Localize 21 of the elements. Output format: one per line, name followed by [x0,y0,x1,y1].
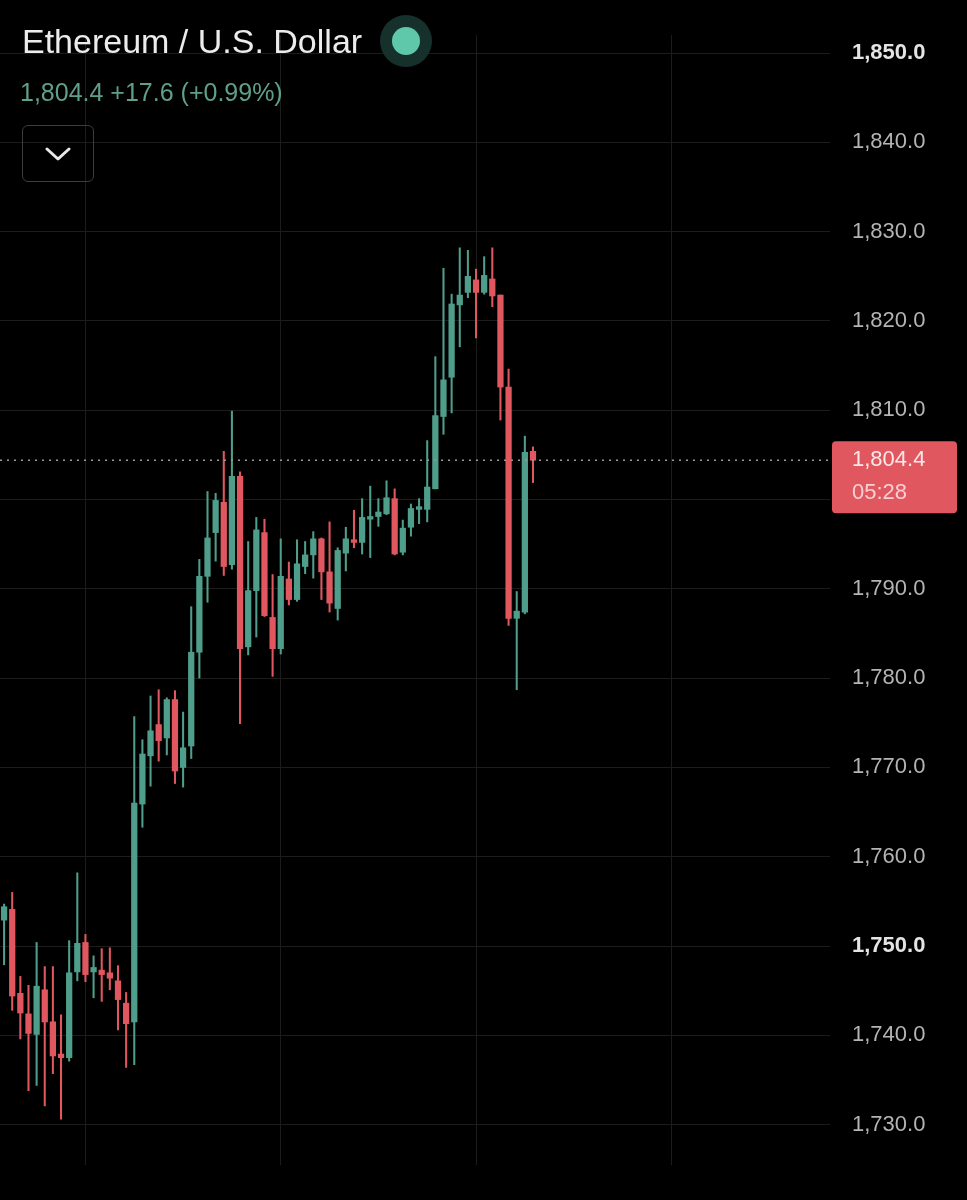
y-tick-label: 1,820.0 [852,307,926,333]
y-tick-label: 1,770.0 [852,753,926,779]
y-tick-label: 1,750.0 [852,932,926,958]
candlestick [204,491,211,603]
y-tick-label: 1,740.0 [852,1021,926,1047]
candlestick [440,267,447,435]
y-tick-label: 1,830.0 [852,217,926,243]
y-tick-label: 1,790.0 [852,574,926,600]
y-tick-label: 1,760.0 [852,842,926,868]
candlestick [25,984,32,1092]
y-tick-label: 1,840.0 [852,128,926,154]
candlestick [367,485,374,558]
y-tick-label: 1,730.0 [852,1110,926,1136]
text: 05:28 [852,479,908,505]
ref-line-label: 1,804.4 [852,446,926,472]
y-tick-label: 1,810.0 [852,396,926,422]
chart-title: Ethereum / U.S. Dollar [22,21,363,62]
y-tick-label: 1,850.0 [852,39,926,65]
text: 1,804.4 +17.6 (+0.99%) [20,78,283,107]
candlestick [57,1014,65,1120]
y-tick-label: 1,780.0 [852,664,926,690]
